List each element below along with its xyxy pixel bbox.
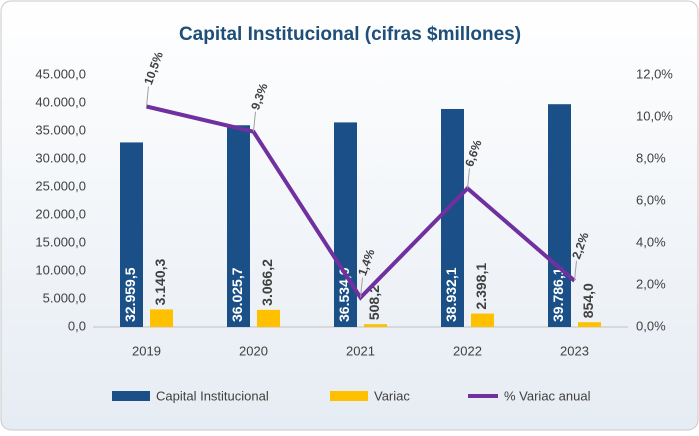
y-tick-label: 20.000,0 — [35, 206, 86, 221]
bar — [120, 142, 143, 327]
bar — [334, 122, 357, 327]
y2-tick-label: 8,0% — [636, 150, 666, 165]
y-tick-label: 35.000,0 — [35, 122, 86, 137]
y2-tick-label: 6,0% — [636, 192, 666, 207]
data-label: 3.066,2 — [259, 259, 275, 306]
y2-tick-label: 12,0% — [636, 66, 673, 81]
bar — [227, 125, 250, 328]
bar — [364, 324, 387, 327]
x-tick-label: 2020 — [239, 343, 268, 358]
leader-line — [146, 86, 149, 107]
bar — [471, 313, 494, 327]
data-label: 2.398,1 — [473, 263, 489, 310]
leader-line — [253, 111, 256, 132]
bar — [150, 309, 173, 327]
data-label: 32.959,5 — [122, 267, 138, 322]
bar — [257, 309, 280, 327]
data-label: 3.140,3 — [152, 258, 168, 305]
y2-tick-label: 2,0% — [636, 276, 666, 291]
leader-line — [360, 277, 363, 298]
y-tick-label: 25.000,0 — [35, 178, 86, 193]
y2-tick-label: 10,0% — [636, 108, 673, 123]
x-tick-label: 2022 — [453, 343, 482, 358]
x-tick-label: 2021 — [346, 343, 375, 358]
y-tick-label: 40.000,0 — [35, 94, 86, 109]
y-tick-label: 0,0 — [68, 318, 86, 333]
legend-label: % Variac anual — [504, 388, 591, 403]
y-tick-label: 10.000,0 — [35, 262, 86, 277]
x-tick-label: 2023 — [560, 343, 589, 358]
legend-swatch — [330, 391, 368, 401]
data-label: 508,2 — [366, 285, 382, 320]
y-tick-label: 30.000,0 — [35, 150, 86, 165]
y2-tick-label: 0,0% — [636, 318, 666, 333]
legend-swatch — [112, 391, 150, 401]
legend-label: Capital Institucional — [156, 388, 269, 403]
data-label: 38.932,1 — [443, 267, 459, 322]
y-tick-label: 5.000,0 — [43, 290, 86, 305]
y-tick-label: 45.000,0 — [35, 66, 86, 81]
data-label: 854,0 — [580, 283, 596, 318]
leader-line — [574, 260, 577, 281]
y-tick-label: 15.000,0 — [35, 234, 86, 249]
data-label: 36.025,7 — [229, 267, 245, 322]
bar — [578, 322, 601, 327]
y2-tick-label: 4,0% — [636, 234, 666, 249]
chart-title: Capital Institucional (cifras $millones) — [179, 24, 521, 45]
bar — [441, 108, 464, 327]
x-tick-label: 2019 — [132, 343, 161, 358]
legend-label: Variac — [374, 388, 410, 403]
data-label: 39.786,1 — [550, 267, 566, 322]
leader-line — [467, 168, 470, 189]
